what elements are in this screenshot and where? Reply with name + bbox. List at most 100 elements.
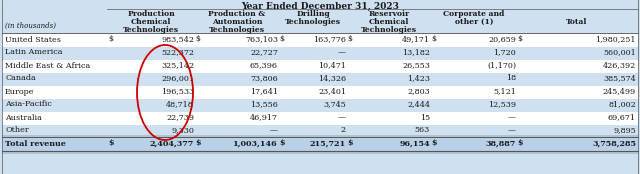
Text: Other: Other — [5, 126, 29, 135]
Text: $: $ — [431, 35, 436, 44]
Text: 325,142: 325,142 — [161, 61, 194, 69]
Text: Drilling: Drilling — [296, 10, 330, 18]
Text: 15: 15 — [420, 113, 430, 121]
Bar — [2, 99, 638, 112]
Text: Latin America: Latin America — [5, 49, 63, 57]
Text: United States: United States — [5, 35, 61, 44]
Text: 18: 18 — [506, 74, 516, 82]
Text: $: $ — [279, 35, 284, 44]
Bar — [2, 86, 638, 99]
Text: $: $ — [195, 140, 200, 148]
Text: 163,776: 163,776 — [313, 35, 346, 44]
Text: $: $ — [279, 140, 285, 148]
Text: Europe: Europe — [5, 88, 35, 96]
Text: $: $ — [517, 35, 522, 44]
Text: 38,887: 38,887 — [486, 140, 516, 148]
Text: —: — — [338, 49, 346, 57]
Text: $: $ — [108, 140, 113, 148]
Text: Technologies: Technologies — [209, 26, 265, 34]
Text: 13,556: 13,556 — [250, 101, 278, 109]
Text: 1,003,146: 1,003,146 — [234, 140, 278, 148]
Text: 1,423: 1,423 — [407, 74, 430, 82]
Text: 20,659: 20,659 — [488, 35, 516, 44]
Text: Australia: Australia — [5, 113, 42, 121]
Text: 1,720: 1,720 — [493, 49, 516, 57]
Text: Technologies: Technologies — [123, 26, 179, 34]
Text: Asia-Pacific: Asia-Pacific — [5, 101, 52, 109]
Bar — [2, 73, 638, 86]
Text: other (1): other (1) — [455, 18, 493, 26]
Text: 245,499: 245,499 — [603, 88, 636, 96]
Text: —: — — [508, 113, 516, 121]
Text: 14,326: 14,326 — [318, 74, 346, 82]
Text: Chemical: Chemical — [369, 18, 409, 26]
Text: 65,396: 65,396 — [250, 61, 278, 69]
Text: 22,727: 22,727 — [250, 49, 278, 57]
Text: 48,718: 48,718 — [166, 101, 194, 109]
Text: Production &: Production & — [209, 10, 266, 18]
Text: 385,574: 385,574 — [604, 74, 636, 82]
Text: —: — — [270, 126, 278, 135]
Text: 215,721: 215,721 — [310, 140, 346, 148]
Text: $: $ — [108, 35, 113, 44]
Text: Technologies: Technologies — [361, 26, 417, 34]
Text: —: — — [338, 113, 346, 121]
Text: Technologies: Technologies — [285, 18, 341, 26]
Text: 13,182: 13,182 — [402, 49, 430, 57]
Bar — [2, 60, 638, 73]
Text: 2,444: 2,444 — [407, 101, 430, 109]
Text: 2,803: 2,803 — [407, 88, 430, 96]
Text: Corporate and: Corporate and — [444, 10, 505, 18]
Text: (in thousands): (in thousands) — [5, 22, 56, 30]
Text: 10,471: 10,471 — [318, 61, 346, 69]
Text: 69,671: 69,671 — [608, 113, 636, 121]
Text: 46,917: 46,917 — [250, 113, 278, 121]
Text: Year Ended December 31, 2023: Year Ended December 31, 2023 — [241, 2, 399, 11]
Text: 96,154: 96,154 — [399, 140, 430, 148]
Text: 23,401: 23,401 — [318, 88, 346, 96]
Text: 12,539: 12,539 — [488, 101, 516, 109]
Text: Production: Production — [127, 10, 175, 18]
Text: 9,330: 9,330 — [171, 126, 194, 135]
Bar — [2, 9, 638, 33]
Bar — [2, 112, 638, 125]
Text: 2,404,377: 2,404,377 — [150, 140, 194, 148]
Bar — [2, 47, 638, 60]
Text: 3,758,285: 3,758,285 — [592, 140, 636, 148]
Text: 560,001: 560,001 — [604, 49, 636, 57]
Text: Canada: Canada — [5, 74, 36, 82]
Text: $: $ — [431, 140, 436, 148]
Text: 296,001: 296,001 — [161, 74, 194, 82]
Text: Automation: Automation — [212, 18, 262, 26]
Bar — [2, 34, 638, 47]
Text: 73,806: 73,806 — [250, 74, 278, 82]
Text: Total: Total — [566, 18, 588, 26]
Text: 17,641: 17,641 — [250, 88, 278, 96]
Text: Middle East & Africa: Middle East & Africa — [5, 61, 90, 69]
Text: $: $ — [347, 140, 353, 148]
Bar — [2, 138, 638, 151]
Text: 26,553: 26,553 — [402, 61, 430, 69]
Text: 9,895: 9,895 — [613, 126, 636, 135]
Text: 426,392: 426,392 — [603, 61, 636, 69]
Text: 196,533: 196,533 — [161, 88, 194, 96]
Text: 563: 563 — [415, 126, 430, 135]
Text: —: — — [508, 126, 516, 135]
Bar — [2, 125, 638, 138]
Text: 763,103: 763,103 — [245, 35, 278, 44]
Text: $: $ — [195, 35, 200, 44]
Text: 3,745: 3,745 — [323, 101, 346, 109]
Text: Reservoir: Reservoir — [369, 10, 410, 18]
Text: 49,171: 49,171 — [402, 35, 430, 44]
Text: 22,739: 22,739 — [166, 113, 194, 121]
Text: 2: 2 — [341, 126, 346, 135]
Text: Total revenue: Total revenue — [5, 140, 66, 148]
Text: (1,170): (1,170) — [487, 61, 516, 69]
Text: $: $ — [347, 35, 352, 44]
Text: $: $ — [517, 140, 522, 148]
Text: 5,121: 5,121 — [493, 88, 516, 96]
Text: 983,542: 983,542 — [161, 35, 194, 44]
Text: 81,002: 81,002 — [608, 101, 636, 109]
Text: 1,980,251: 1,980,251 — [595, 35, 636, 44]
Text: 522,372: 522,372 — [161, 49, 194, 57]
